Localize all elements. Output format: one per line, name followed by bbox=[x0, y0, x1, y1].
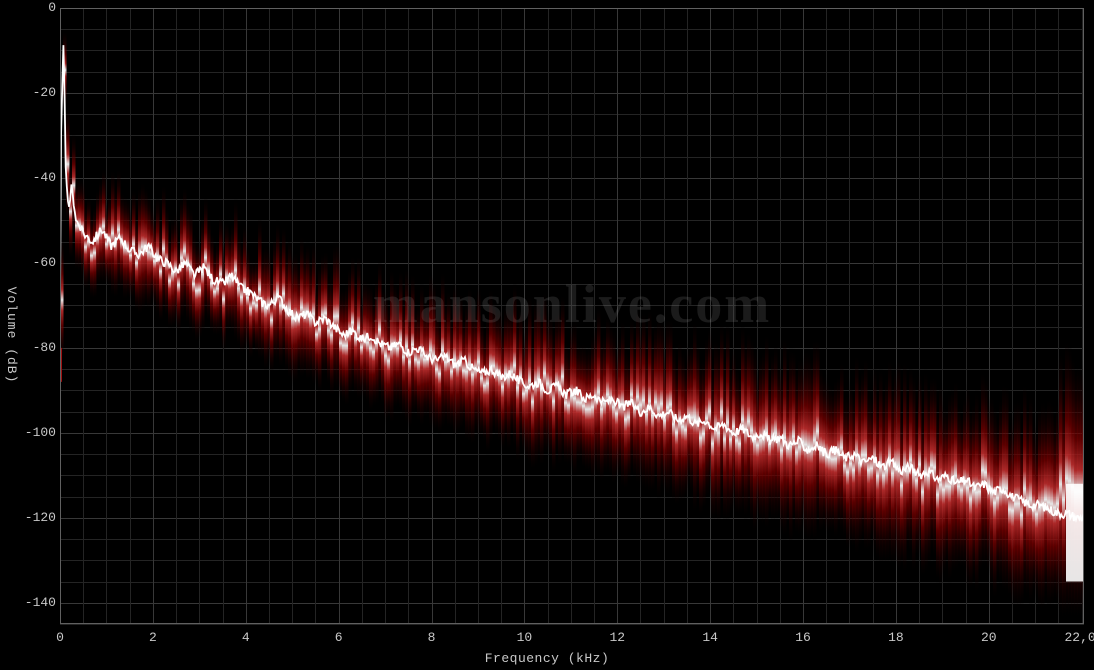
y-tick-label: -20 bbox=[16, 85, 56, 100]
x-tick-label: 18 bbox=[888, 630, 904, 645]
x-tick-label: 8 bbox=[428, 630, 436, 645]
y-tick-label: -40 bbox=[16, 170, 56, 185]
y-tick-label: 0 bbox=[16, 0, 56, 15]
x-tick-label: 2 bbox=[149, 630, 157, 645]
x-tick-label: 22,05 bbox=[1064, 630, 1094, 645]
y-tick-label: -80 bbox=[16, 340, 56, 355]
x-tick-label: 0 bbox=[56, 630, 64, 645]
spectrum-analyzer-chart: Volume (dB) Frequency (kHz) mansonlive.c… bbox=[0, 0, 1094, 670]
x-tick-label: 16 bbox=[795, 630, 811, 645]
spectrum-svg bbox=[60, 8, 1084, 624]
x-tick-label: 4 bbox=[242, 630, 250, 645]
y-tick-label: -140 bbox=[16, 595, 56, 610]
x-tick-label: 12 bbox=[609, 630, 625, 645]
plot-area: mansonlive.com bbox=[60, 8, 1084, 624]
y-tick-label: -60 bbox=[16, 255, 56, 270]
y-tick-label: -100 bbox=[16, 425, 56, 440]
y-tick-label: -120 bbox=[16, 510, 56, 525]
x-tick-label: 14 bbox=[702, 630, 718, 645]
x-tick-label: 10 bbox=[517, 630, 533, 645]
y-axis-title: Volume (dB) bbox=[4, 287, 19, 384]
x-tick-label: 6 bbox=[335, 630, 343, 645]
x-axis-title: Frequency (kHz) bbox=[485, 651, 610, 666]
x-tick-label: 20 bbox=[981, 630, 997, 645]
